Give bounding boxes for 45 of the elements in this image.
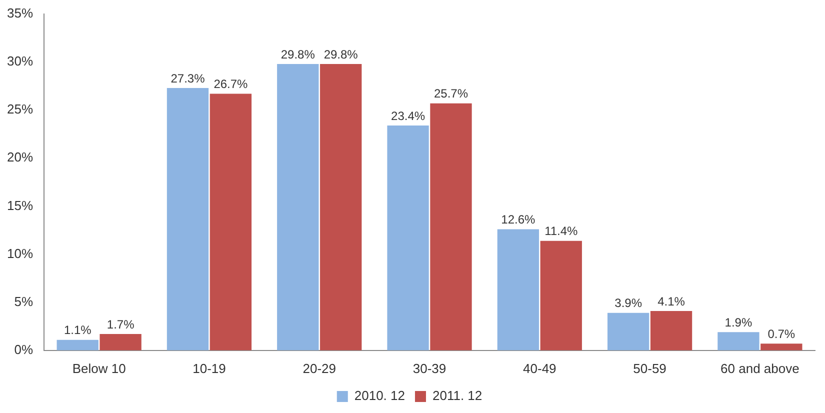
y-tick-label: 15% (6, 198, 34, 213)
bar (166, 88, 209, 350)
y-tick-label: 10% (6, 246, 34, 261)
legend-label: 2010. 12 (354, 388, 405, 404)
x-tick-label: 40-49 (523, 360, 556, 376)
y-tick-label: 0% (14, 342, 34, 357)
bar (760, 344, 802, 350)
data-label: 11.4% (544, 224, 578, 238)
x-tick-label: 20-29 (302, 360, 336, 376)
bar (320, 64, 362, 350)
y-tick-label: 35% (6, 6, 34, 21)
x-tick-label: 10-19 (192, 360, 226, 376)
data-label: 1.9% (724, 315, 752, 330)
data-label: 23.4% (391, 108, 426, 123)
x-tick-label: 60 and above (720, 360, 800, 376)
y-tick-label: 30% (6, 54, 34, 69)
data-label: 29.8% (280, 47, 316, 62)
data-label: 4.1% (658, 294, 686, 308)
data-label: 1.1% (64, 323, 92, 338)
bar (650, 310, 692, 350)
y-tick-label: 5% (14, 294, 34, 309)
data-label: 1.7% (106, 317, 135, 332)
bar (387, 125, 429, 350)
data-label: 29.8% (324, 47, 358, 62)
x-tick-label: 50-59 (633, 360, 666, 376)
y-tick-label: 20% (6, 150, 34, 165)
bar (56, 340, 98, 350)
bar (540, 240, 582, 350)
data-label: 3.9% (614, 296, 642, 310)
x-tick-label: Below 10 (72, 360, 126, 376)
bar (430, 103, 472, 350)
bar (100, 334, 142, 350)
data-label: 25.7% (434, 86, 468, 101)
y-tick-label: 25% (6, 102, 34, 117)
bar (210, 94, 252, 350)
bar (607, 312, 650, 350)
data-label: 12.6% (501, 212, 536, 227)
data-label: 0.7% (768, 326, 796, 341)
legend-label: 2011. 12 (432, 388, 482, 404)
bar (497, 229, 540, 350)
data-label: 26.7% (214, 77, 248, 92)
data-label: 27.3% (170, 71, 206, 86)
bar (718, 332, 760, 350)
bar (277, 64, 319, 350)
x-tick-label: 30-39 (412, 360, 446, 376)
